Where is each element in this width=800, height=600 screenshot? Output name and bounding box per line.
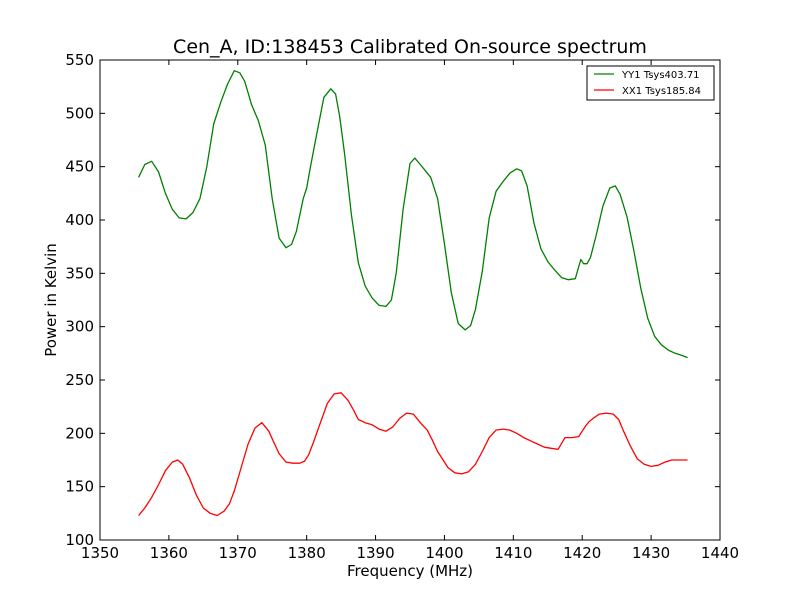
legend-frame: [586, 65, 715, 101]
chart-title: Cen_A, ID:138453 Calibrated On-source sp…: [173, 36, 647, 58]
y-tick-label: 500: [65, 104, 94, 122]
y-tick-label: 400: [65, 211, 94, 229]
legend: YY1 Tsys403.71 XX1 Tsys185.84: [586, 65, 715, 101]
x-tick-label: 1430: [632, 544, 670, 562]
x-tick-label: 1440: [701, 544, 739, 562]
y-tick-label: 450: [65, 158, 94, 176]
x-tick-label: 1350: [81, 544, 119, 562]
y-tick-label: 350: [65, 264, 94, 282]
series-line-1: [138, 392, 688, 517]
y-tick-label: 100: [65, 531, 94, 549]
y-tick-label: 300: [65, 318, 94, 336]
series-line-0: [138, 70, 688, 359]
y-axis-label: Power in Kelvin: [42, 243, 60, 357]
legend-label-xx1: XX1 Tsys185.84: [622, 86, 701, 97]
x-tick-label: 1380: [288, 544, 326, 562]
x-tick-label: 1420: [563, 544, 601, 562]
legend-label-yy1: YY1 Tsys403.71: [621, 70, 700, 81]
y-tick-label: 200: [65, 424, 94, 442]
y-tick-label: 150: [65, 478, 94, 496]
series-layer: [138, 70, 688, 517]
y-tick-label: 550: [65, 51, 94, 69]
x-tick-label: 1360: [150, 544, 188, 562]
tick-layer: 1350 1360 1370 1380 1390 1400 1410 1420 1430 1440…: [65, 51, 739, 562]
x-tick-label: 1370: [219, 544, 257, 562]
x-tick-label: 1400: [425, 544, 463, 562]
y-tick-label: 250: [65, 371, 94, 389]
x-tick-label: 1390: [356, 544, 394, 562]
x-axis-label: Frequency (MHz): [347, 562, 473, 580]
plot-area-frame: [99, 59, 721, 541]
x-tick-label: 1410: [494, 544, 532, 562]
